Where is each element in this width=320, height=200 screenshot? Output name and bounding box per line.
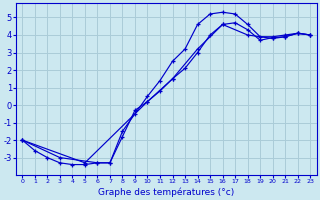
X-axis label: Graphe des températures (°c): Graphe des températures (°c) — [98, 187, 234, 197]
